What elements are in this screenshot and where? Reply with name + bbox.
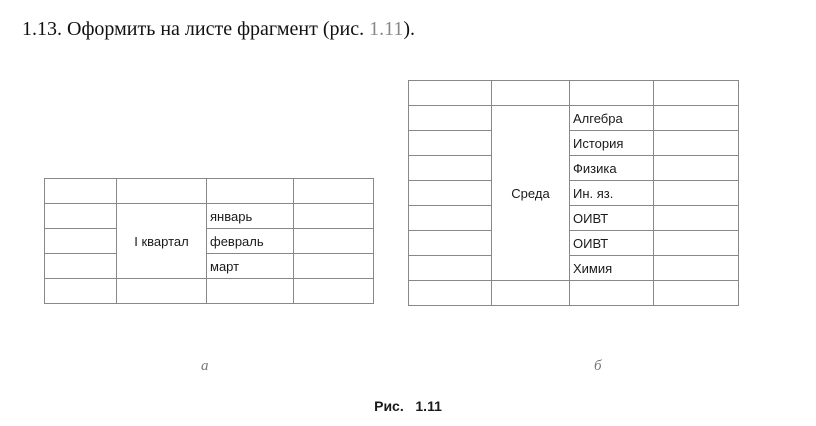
table-a: I квартал январь февраль март (44, 178, 374, 304)
merged-cell: Среда (491, 105, 570, 281)
cell-item: январь (206, 203, 294, 229)
sublabel-b: б (594, 358, 602, 374)
sublabel-a: а (201, 358, 209, 374)
task-number: 1.13. (22, 18, 62, 40)
merged-cell: I квартал (116, 203, 207, 279)
cell-item: История (569, 130, 654, 156)
task-title: 1.13. Оформить на листе фрагмент (рис. 1… (22, 18, 415, 41)
task-end: ). (403, 18, 416, 40)
figure-caption: Рис. 1.11 (374, 398, 442, 414)
cell-item: ОИВТ (569, 205, 654, 231)
figure-ref: 1.11 (369, 18, 404, 40)
task-text: Оформить на листе фрагмент (рис. (67, 18, 365, 40)
table-b: Среда Алгебра История Физика Ин. яз. ОИВТ… (408, 80, 739, 306)
cell-item: ОИВТ (569, 230, 654, 256)
cell-item: март (206, 253, 294, 279)
cell-item: Алгебра (569, 105, 654, 131)
cell-item: Химия (569, 255, 654, 281)
cell-item: Физика (569, 155, 654, 181)
cell-item: февраль (206, 228, 294, 254)
cell-item: Ин. яз. (569, 180, 654, 206)
